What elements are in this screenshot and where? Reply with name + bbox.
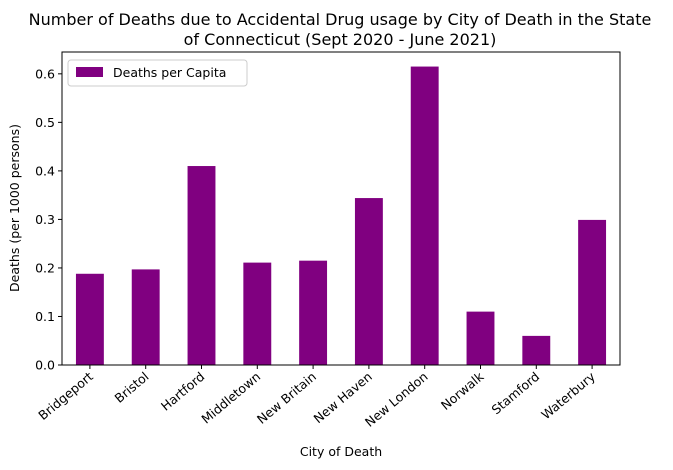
x-tick-label: Middletown: [198, 369, 263, 427]
x-tick-label: Bristol: [112, 369, 152, 406]
legend: Deaths per Capita: [67, 59, 248, 87]
legend-box: [67, 59, 248, 87]
y-tick-label: 0.2: [35, 260, 55, 275]
x-tick-label: Waterbury: [538, 368, 598, 422]
x-tick-label: Hartford: [158, 369, 207, 414]
chart-title-line1: Number of Deaths due to Accidental Drug …: [29, 10, 652, 29]
x-tick-label: New Britain: [254, 369, 319, 427]
bar-bristol: [131, 269, 160, 365]
bar-waterbury: [578, 219, 607, 365]
legend-label: Deaths per Capita: [113, 65, 226, 80]
bar-stamford: [522, 335, 551, 365]
plot-frame: [61, 51, 621, 366]
bar-norwalk: [466, 311, 495, 365]
bar-new-britain: [299, 260, 328, 365]
x-tick-label: Bridgeport: [35, 369, 96, 423]
y-tick-label: 0.3: [35, 212, 55, 227]
bar-middletown: [243, 262, 272, 365]
chart-title-line2: of Connecticut (Sept 2020 - June 2021): [184, 30, 497, 49]
x-tick-label: Norwalk: [438, 368, 487, 413]
y-tick-label: 0.4: [35, 163, 55, 178]
x-axis-label: City of Death: [300, 444, 382, 459]
bar-new-london: [410, 66, 439, 365]
bar-hartford: [187, 166, 216, 365]
bar-bridgeport: [75, 273, 104, 365]
y-tick-label: 0.5: [35, 115, 55, 130]
y-tick-label: 0.6: [35, 66, 55, 81]
bars-group: [75, 66, 607, 365]
y-tick-label: 0.1: [35, 309, 55, 324]
y-tick-label: 0.0: [35, 358, 55, 373]
y-axis: 0.0 0.1 0.2 0.3 0.4 0.5 0.6: [35, 66, 62, 373]
legend-swatch: [76, 67, 103, 77]
x-tick-label: Stamford: [488, 369, 542, 418]
bar-new-haven: [354, 198, 383, 365]
y-axis-label: Deaths (per 1000 persons): [7, 124, 22, 292]
